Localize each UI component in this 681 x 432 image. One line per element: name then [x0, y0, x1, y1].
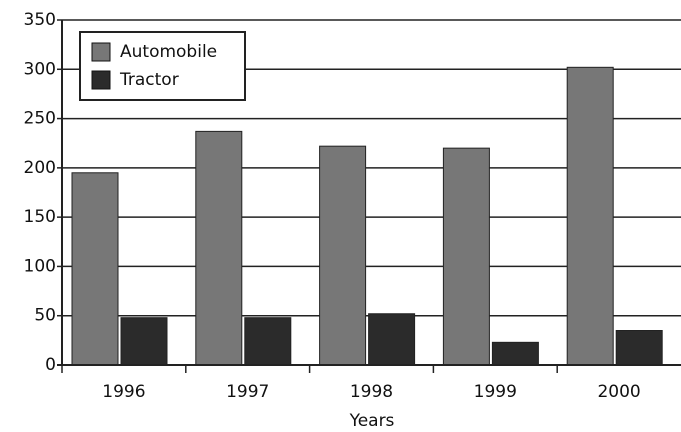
x-tick-label: 1998 [350, 382, 393, 402]
legend-swatch [91, 42, 111, 62]
bar [442, 147, 490, 366]
y-tick-label: 200 [24, 158, 56, 178]
y-tick-label: 0 [45, 355, 56, 375]
x-tick-label: 1996 [102, 382, 145, 402]
y-tick-label: 350 [24, 10, 56, 30]
bar [615, 330, 663, 366]
x-tick-label: 1997 [226, 382, 269, 402]
bar [368, 313, 416, 366]
legend-label: Tractor [119, 70, 179, 90]
y-tick-label: 250 [24, 109, 56, 129]
x-tick-label: 2000 [597, 382, 640, 402]
legend-swatch [91, 70, 111, 90]
bar [120, 317, 168, 366]
bar [566, 66, 614, 366]
y-tick-label: 300 [24, 59, 56, 79]
bar [319, 145, 367, 366]
y-tick-label: 150 [24, 207, 56, 227]
bar [71, 172, 119, 366]
legend-label: Automobile [120, 42, 217, 62]
bar [491, 341, 539, 366]
bar [195, 130, 243, 366]
y-tick-label: 50 [34, 306, 56, 326]
x-tick-label: 1999 [474, 382, 517, 402]
y-tick-label: 100 [24, 256, 56, 276]
bar [244, 317, 292, 366]
x-axis-label: Years [349, 411, 395, 431]
